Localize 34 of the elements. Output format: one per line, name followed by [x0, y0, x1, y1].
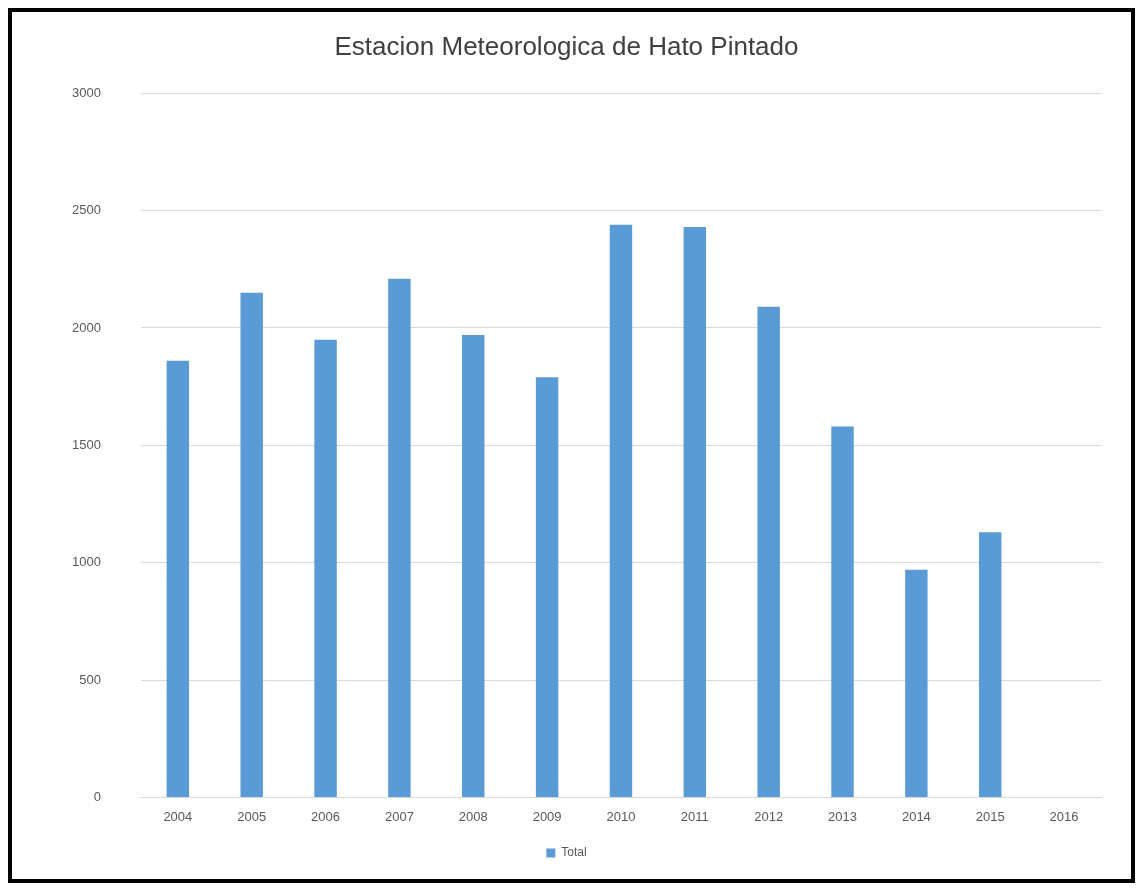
bar — [314, 339, 337, 797]
legend-label: Total — [561, 845, 587, 860]
x-tick-label: 2009 — [532, 808, 562, 824]
y-tick-label: 0 — [93, 788, 101, 804]
y-tick-label: 2500 — [72, 202, 101, 218]
bar — [979, 532, 1002, 797]
x-tick-label: 2016 — [1049, 808, 1079, 824]
x-tick-label: 2011 — [680, 808, 709, 824]
x-tick-label: 2006 — [311, 808, 341, 824]
bar — [757, 306, 780, 797]
y-tick-label: 500 — [79, 671, 101, 687]
x-tick-label: 2010 — [606, 808, 636, 824]
bar — [388, 278, 411, 797]
chart-title: Estacion Meteorologica de Hato Pintado — [334, 30, 799, 61]
bar — [535, 377, 559, 797]
y-tick-label: 1500 — [72, 436, 101, 452]
x-tick-label: 2005 — [237, 808, 267, 824]
x-tick-label: 2004 — [163, 808, 193, 824]
bar — [609, 224, 633, 797]
y-tick-label: 1000 — [72, 554, 101, 570]
x-tick-label: 2013 — [828, 808, 857, 824]
bar — [240, 292, 263, 797]
bar — [166, 360, 190, 797]
y-tick-label: 3000 — [72, 84, 101, 100]
x-tick-label: 2015 — [975, 808, 1005, 824]
bar — [683, 227, 707, 797]
x-tick-label: 2007 — [384, 808, 414, 824]
bar — [831, 426, 854, 797]
y-tick-label: 2000 — [72, 319, 101, 335]
bar — [462, 334, 485, 797]
bar — [905, 569, 928, 797]
x-tick-label: 2012 — [754, 808, 784, 824]
x-tick-label: 2014 — [901, 808, 931, 824]
x-tick-label: 2008 — [458, 808, 488, 824]
